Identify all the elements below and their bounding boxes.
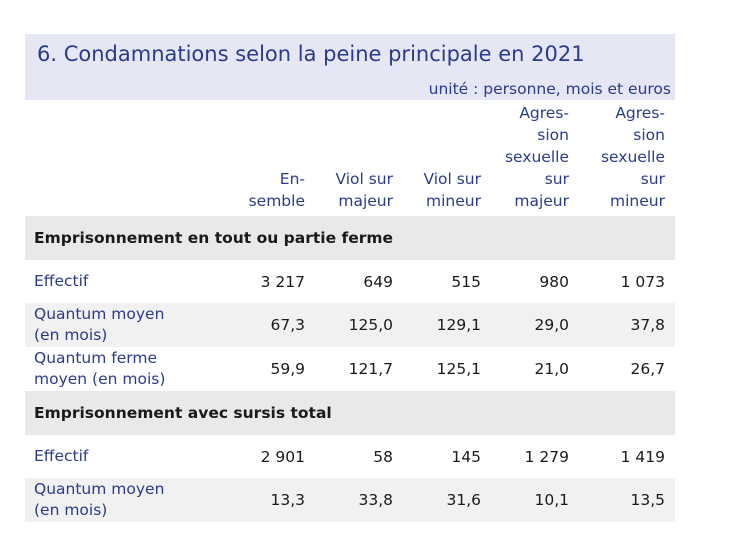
table-cell: 145	[451, 447, 481, 466]
table-row: Effectif 3 217 649 515 980 1 073	[25, 260, 675, 303]
row-label: Effectif	[34, 447, 89, 465]
header-corner	[25, 100, 227, 216]
table-cell: 26,7	[630, 360, 665, 378]
column-header-viol-majeur: Viol sur majeur	[335, 170, 393, 210]
section-heading: Emprisonnement avec sursis total	[25, 391, 675, 435]
row-label: Quantum moyen (en mois)	[25, 478, 227, 522]
unit-note: unité : personne, mois et euros	[428, 80, 671, 98]
column-header-viol-mineur: Viol sur mineur	[423, 170, 481, 210]
table-cell: 2 901	[260, 447, 305, 466]
row-label: Quantum ferme moyen (en mois)	[34, 349, 166, 388]
table-title: 6. Condamnations selon la peine principa…	[37, 42, 585, 66]
table-cell: 1 419	[620, 447, 665, 466]
section-heading: Emprisonnement en tout ou partie ferme	[25, 216, 675, 260]
column-header-agression-majeur: Agres- sion sexuelle sur majeur	[504, 104, 569, 210]
table-row: Quantum moyen (en mois) 13,3 33,8 31,6 1…	[25, 478, 675, 522]
table-cell: 37,8	[579, 303, 675, 347]
table-row: Effectif 2 901 58 145 1 279 1 419	[25, 435, 675, 478]
title-block: 6. Condamnations selon la peine principa…	[25, 34, 675, 100]
table-cell: 31,6	[403, 478, 491, 522]
table-cell: 29,0	[491, 303, 579, 347]
table-cell: 10,1	[491, 478, 579, 522]
data-table: En- semble Viol sur majeur Viol sur mine…	[25, 100, 675, 522]
table-cell: 1 073	[620, 272, 665, 291]
table-cell: 515	[451, 272, 481, 291]
table-cell: 67,3	[227, 303, 315, 347]
header-row: En- semble Viol sur majeur Viol sur mine…	[25, 100, 675, 216]
table-cell: 125,0	[315, 303, 403, 347]
section-heading-row: Emprisonnement en tout ou partie ferme	[25, 216, 675, 260]
row-label: Effectif	[34, 272, 89, 290]
table-cell: 21,0	[534, 360, 569, 378]
table-row: Quantum ferme moyen (en mois) 59,9 121,7…	[25, 347, 675, 391]
table-cell: 125,1	[436, 360, 481, 378]
table-panel: 6. Condamnations selon la peine principa…	[25, 34, 675, 522]
column-header-ensemble: En- semble	[248, 170, 305, 210]
table-cell: 129,1	[403, 303, 491, 347]
table-cell: 649	[363, 272, 393, 291]
table-cell: 3 217	[260, 272, 305, 291]
table-cell: 1 279	[524, 447, 569, 466]
row-label: Quantum moyen (en mois)	[25, 303, 227, 347]
table-cell: 58	[373, 447, 393, 466]
table-cell: 13,3	[227, 478, 315, 522]
table-row: Quantum moyen (en mois) 67,3 125,0 129,1…	[25, 303, 675, 347]
table-cell: 980	[539, 272, 569, 291]
table-cell: 121,7	[348, 360, 393, 378]
table-cell: 59,9	[270, 360, 305, 378]
table-cell: 33,8	[315, 478, 403, 522]
column-header-agression-mineur: Agres- sion sexuelle sur mineur	[600, 104, 665, 210]
table-cell: 13,5	[579, 478, 675, 522]
section-heading-row: Emprisonnement avec sursis total	[25, 391, 675, 435]
